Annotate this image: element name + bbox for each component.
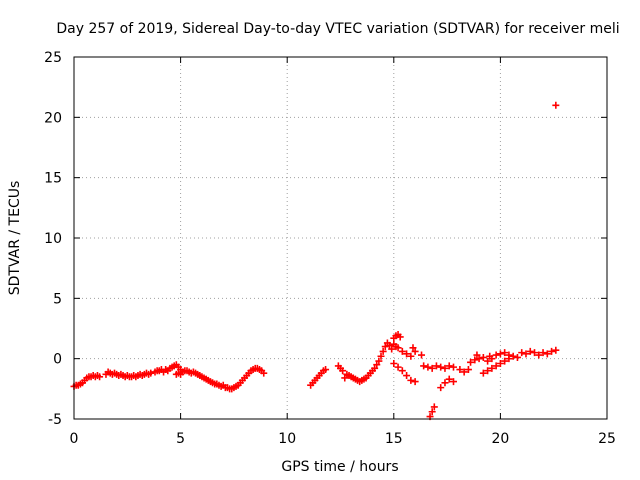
data-point bbox=[375, 357, 383, 365]
x-tick-label: 15 bbox=[385, 431, 403, 447]
y-tick-label: 5 bbox=[53, 291, 62, 307]
data-point bbox=[396, 333, 404, 341]
data-point bbox=[428, 364, 436, 372]
data-point bbox=[518, 349, 526, 357]
data-point bbox=[445, 362, 453, 370]
data-point bbox=[411, 378, 419, 386]
grid-layer bbox=[74, 57, 607, 419]
data-point bbox=[535, 351, 543, 359]
data-point bbox=[548, 347, 556, 355]
points-layer bbox=[70, 101, 560, 421]
x-tick-label: 20 bbox=[491, 431, 509, 447]
data-point bbox=[492, 362, 500, 370]
data-point bbox=[394, 363, 402, 371]
y-tick-label: 20 bbox=[44, 110, 62, 126]
data-point bbox=[488, 364, 496, 372]
data-point bbox=[260, 369, 268, 377]
data-point bbox=[409, 344, 417, 352]
data-point bbox=[386, 341, 394, 349]
data-point bbox=[390, 359, 398, 367]
data-point bbox=[492, 351, 500, 359]
data-point bbox=[509, 352, 517, 360]
data-point bbox=[428, 408, 436, 416]
data-point bbox=[484, 367, 492, 375]
data-point bbox=[449, 363, 457, 371]
data-point bbox=[449, 378, 457, 386]
x-axis-label: GPS time / hours bbox=[281, 459, 398, 475]
data-point bbox=[147, 369, 155, 377]
data-point bbox=[437, 384, 445, 392]
data-point bbox=[464, 366, 472, 374]
data-point bbox=[496, 350, 504, 358]
data-point bbox=[437, 363, 445, 371]
data-point bbox=[407, 376, 415, 384]
data-point bbox=[552, 346, 560, 354]
data-point bbox=[445, 375, 453, 383]
data-point bbox=[432, 362, 440, 370]
y-tick-label: 0 bbox=[53, 352, 62, 368]
data-point bbox=[407, 352, 415, 360]
x-tick-label: 5 bbox=[176, 431, 185, 447]
data-point bbox=[479, 369, 487, 377]
ticks-layer: 0 5 10 15 20 25 -5 0 5 10 15 20 25 bbox=[44, 50, 616, 447]
data-point bbox=[403, 372, 411, 380]
data-point bbox=[513, 353, 521, 361]
data-point bbox=[441, 379, 449, 387]
data-point bbox=[467, 358, 475, 366]
data-point bbox=[373, 361, 381, 369]
data-point bbox=[473, 351, 481, 359]
data-point bbox=[539, 349, 547, 357]
y-tick-label: 10 bbox=[44, 231, 62, 247]
data-point bbox=[394, 344, 402, 352]
x-tick-label: 25 bbox=[598, 431, 616, 447]
data-point bbox=[505, 355, 513, 363]
x-tick-label: 10 bbox=[278, 431, 296, 447]
plot-frame bbox=[73, 56, 608, 420]
data-point bbox=[403, 350, 411, 358]
data-point bbox=[475, 355, 483, 363]
y-tick-label: 25 bbox=[44, 50, 62, 66]
data-point bbox=[501, 349, 509, 357]
data-point bbox=[456, 366, 464, 374]
data-point bbox=[424, 363, 432, 371]
data-point bbox=[398, 367, 406, 375]
data-point bbox=[552, 101, 560, 109]
y-tick-label: -5 bbox=[48, 412, 62, 428]
data-point bbox=[341, 374, 349, 382]
data-point bbox=[322, 366, 330, 374]
data-point bbox=[460, 368, 468, 376]
chart-title: Day 257 of 2019, Sidereal Day-to-day VTE… bbox=[56, 21, 619, 37]
data-point bbox=[411, 347, 419, 355]
y-axis-label: SDTVAR / TECUs bbox=[7, 181, 23, 296]
data-point bbox=[543, 350, 551, 358]
data-point bbox=[522, 350, 530, 358]
data-point bbox=[418, 351, 426, 359]
data-point bbox=[484, 357, 492, 365]
data-point bbox=[371, 364, 379, 372]
data-point bbox=[479, 353, 487, 361]
data-point bbox=[377, 352, 385, 360]
data-point bbox=[488, 355, 496, 363]
data-point bbox=[430, 403, 438, 411]
data-point bbox=[339, 367, 347, 375]
data-point bbox=[420, 362, 428, 370]
data-point bbox=[441, 364, 449, 372]
data-point bbox=[496, 359, 504, 367]
data-point bbox=[96, 373, 104, 381]
data-point bbox=[471, 356, 479, 364]
data-point bbox=[526, 347, 534, 355]
data-point bbox=[379, 347, 387, 355]
data-point bbox=[531, 349, 539, 357]
x-tick-label: 0 bbox=[70, 431, 79, 447]
data-point bbox=[501, 357, 509, 365]
data-point bbox=[398, 347, 406, 355]
data-point bbox=[388, 345, 396, 353]
y-tick-label: 15 bbox=[44, 171, 62, 187]
data-point bbox=[381, 343, 389, 351]
